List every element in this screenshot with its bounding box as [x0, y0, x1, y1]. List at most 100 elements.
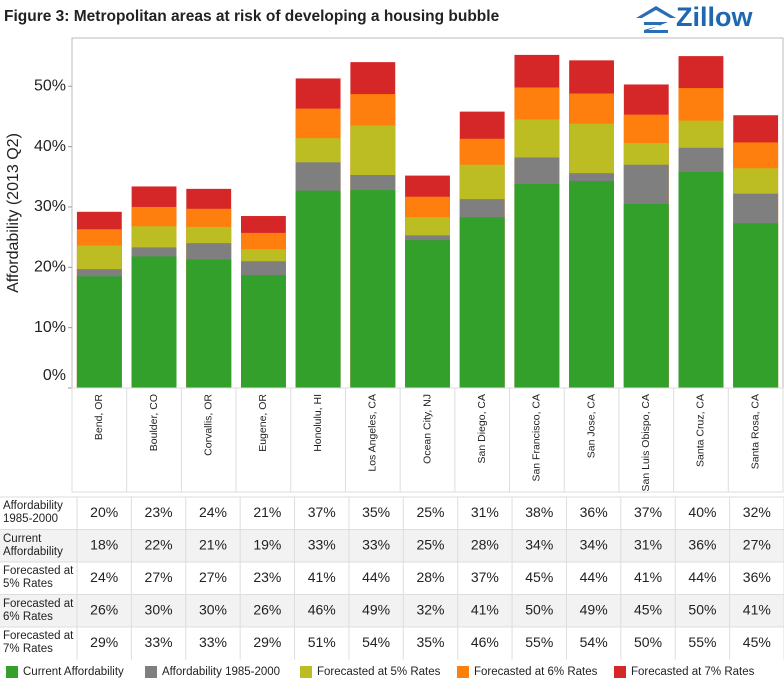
table-cell: 44%	[580, 569, 608, 585]
table-cell: 49%	[362, 601, 390, 617]
table-cell: 33%	[199, 634, 227, 650]
table-cell: 31%	[471, 504, 499, 520]
table-row	[0, 594, 784, 627]
table-cell: 36%	[743, 569, 771, 585]
table-cell: 25%	[416, 536, 444, 552]
table-cell: 27%	[743, 536, 771, 552]
x-tick-label: Santa Rosa, CA	[749, 394, 761, 469]
x-tick-label: San Luis Obispo, CA	[640, 394, 652, 491]
x-tick-label: Ocean City, NJ	[421, 394, 433, 464]
table-cell: 45%	[743, 634, 771, 650]
table-cell: 26%	[253, 601, 281, 617]
y-tick-label: 50%	[34, 77, 66, 94]
bar	[569, 181, 615, 388]
table-cell: 21%	[199, 536, 227, 552]
bar	[240, 275, 286, 388]
table-cell: 22%	[145, 536, 173, 552]
table-cell: 37%	[634, 504, 662, 520]
row-label: Affordability 1985-2000	[3, 500, 63, 526]
table-cell: 36%	[688, 536, 716, 552]
table-cell: 29%	[90, 634, 118, 650]
table-cell: 34%	[580, 536, 608, 552]
y-tick-label: 40%	[34, 138, 66, 155]
table-cell: 33%	[145, 634, 173, 650]
bar	[350, 190, 396, 388]
x-tick-label: Corvallis, OR	[203, 394, 215, 456]
legend-label: Affordability 1985-2000	[162, 666, 280, 678]
table-cell: 33%	[308, 536, 336, 552]
table-row	[0, 497, 784, 530]
table-cell: 20%	[90, 504, 118, 520]
table-cell: 36%	[580, 504, 608, 520]
table-cell: 41%	[743, 601, 771, 617]
x-tick-label: Santa Cruz, CA	[695, 394, 707, 467]
logo-icon	[636, 6, 676, 33]
row-label-box: Forecasted at 7% Rates	[3, 630, 73, 655]
row-label-box: Forecasted at 5% Rates	[3, 565, 73, 590]
table-cell: 23%	[145, 504, 173, 520]
table-cell: 30%	[199, 601, 227, 617]
row-label-box: Current Affordability	[3, 532, 63, 558]
table-cell: 24%	[199, 504, 227, 520]
x-tick-label: San Francisco, CA	[531, 394, 543, 482]
table-cell: 41%	[308, 569, 336, 585]
legend-label: Forecasted at 6% Rates	[474, 666, 598, 678]
table-cell: 28%	[416, 569, 444, 585]
table-cell: 55%	[688, 634, 716, 650]
legend-swatch	[614, 666, 626, 678]
y-tick-label: 10%	[34, 319, 66, 336]
table-cell: 50%	[688, 601, 716, 617]
y-tick-label: 20%	[34, 259, 66, 276]
table-cell: 33%	[362, 536, 390, 552]
bar	[405, 240, 450, 388]
table-cell: 44%	[688, 569, 716, 585]
legend-label: Forecasted at 5% Rates	[317, 666, 441, 678]
table-cell: 19%	[253, 536, 281, 552]
legend-swatch	[145, 666, 157, 678]
table-cell: 54%	[362, 634, 390, 650]
table-cell: 54%	[580, 634, 608, 650]
table-cell: 32%	[743, 504, 771, 520]
bar	[459, 217, 505, 388]
table-cell: 46%	[471, 634, 499, 650]
table-cell: 30%	[145, 601, 173, 617]
table-cell: 27%	[199, 569, 227, 585]
table-cell: 41%	[471, 601, 499, 617]
bar	[295, 190, 341, 388]
table-cell: 40%	[688, 504, 716, 520]
row-label: Current Affordability	[3, 532, 63, 558]
bar	[514, 184, 560, 388]
legend-swatch	[300, 666, 312, 678]
x-tick-label: San Diego, CA	[476, 394, 488, 463]
y-tick-label: 0%	[43, 367, 66, 384]
legend-swatch	[457, 666, 469, 678]
table-cell: 34%	[525, 536, 553, 552]
table-cell: 50%	[525, 601, 553, 617]
bar	[733, 223, 779, 388]
table-cell: 27%	[145, 569, 173, 585]
bar	[76, 276, 122, 388]
table-cell: 45%	[525, 569, 553, 585]
table-cell: 18%	[90, 536, 118, 552]
x-tick-label: Eugene, OR	[257, 394, 269, 452]
table-cell: 37%	[471, 569, 499, 585]
table-cell: 24%	[90, 569, 118, 585]
table-cell: 25%	[416, 504, 444, 520]
legend-swatch	[6, 666, 18, 678]
table-cell: 49%	[580, 601, 608, 617]
table-cell: 28%	[471, 536, 499, 552]
table-cell: 21%	[253, 504, 281, 520]
x-tick-label: Bend, OR	[93, 394, 105, 441]
legend-label: Forecasted at 7% Rates	[631, 666, 755, 678]
x-tick-label: San Jose, CA	[585, 394, 597, 458]
bar	[131, 256, 177, 388]
x-tick-label: Honolulu, HI	[312, 394, 324, 452]
row-label-box: Affordability 1985-2000	[3, 500, 63, 526]
table-cell: 55%	[525, 634, 553, 650]
chart-title: Figure 3: Metropolitan areas at risk of …	[4, 8, 500, 25]
y-tick-label: 30%	[34, 198, 66, 215]
y-axis-label: Affordability (2013 Q2)	[5, 133, 22, 293]
table-row	[0, 562, 784, 595]
table-row	[0, 529, 784, 562]
table-cell: 37%	[308, 504, 336, 520]
